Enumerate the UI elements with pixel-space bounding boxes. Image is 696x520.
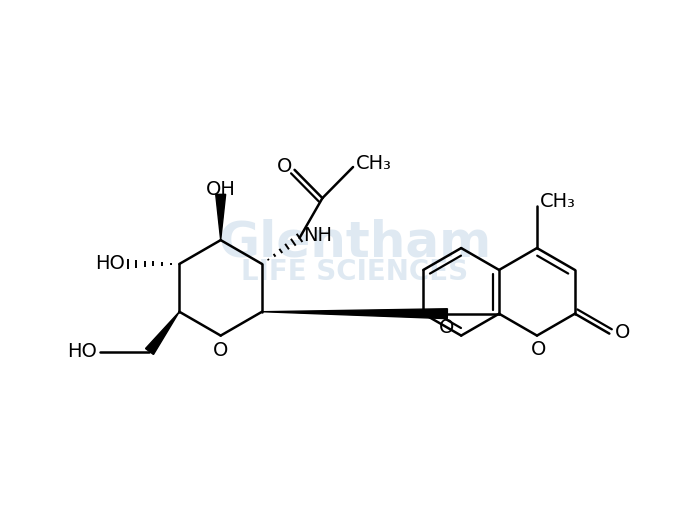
Text: O: O xyxy=(615,323,630,342)
Polygon shape xyxy=(216,194,226,240)
Text: O: O xyxy=(438,318,454,337)
Text: O: O xyxy=(277,157,292,176)
Polygon shape xyxy=(145,311,180,355)
Polygon shape xyxy=(262,309,448,319)
Text: LIFE SCIENCES: LIFE SCIENCES xyxy=(242,258,468,286)
Text: O: O xyxy=(213,341,228,360)
Text: OH: OH xyxy=(206,180,236,200)
Text: O: O xyxy=(531,340,546,359)
Text: Glentham: Glentham xyxy=(219,218,491,266)
Text: CH₃: CH₃ xyxy=(356,154,392,173)
Text: HO: HO xyxy=(95,254,125,274)
Text: HO: HO xyxy=(67,342,97,361)
Text: CH₃: CH₃ xyxy=(540,192,576,211)
Text: NH: NH xyxy=(303,226,333,245)
